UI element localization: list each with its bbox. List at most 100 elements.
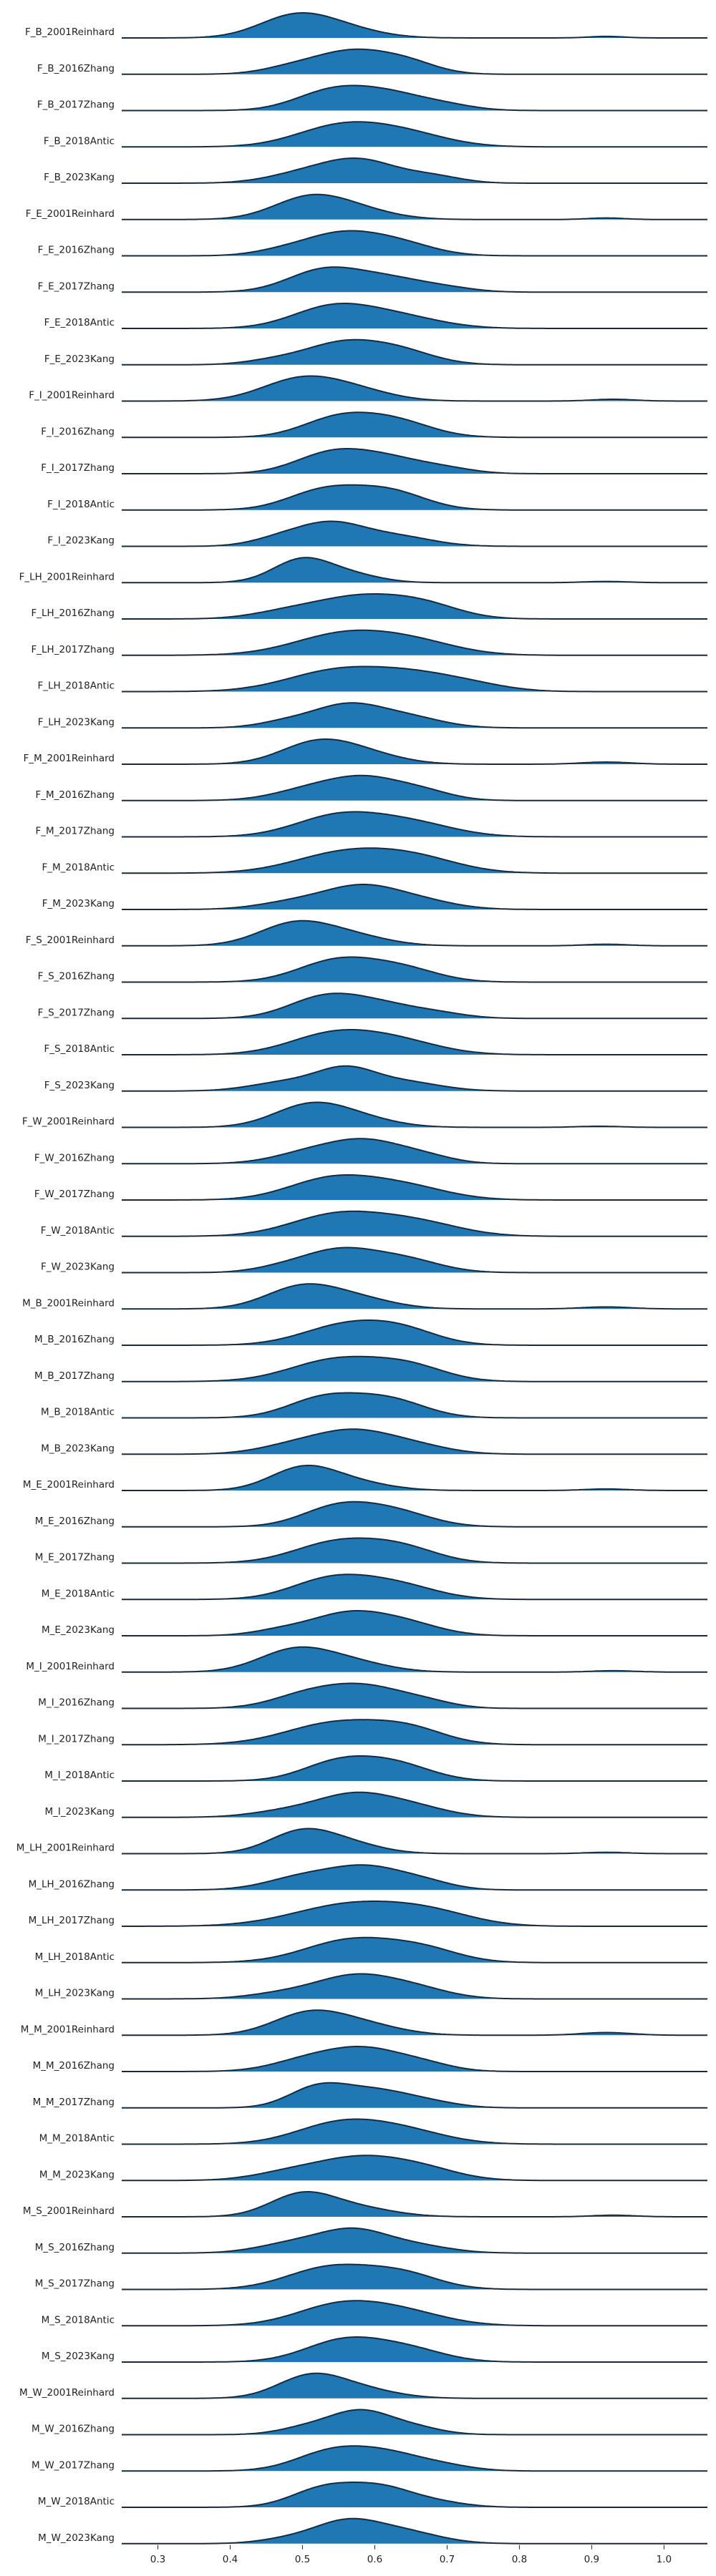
ridge-fill — [122, 2155, 707, 2181]
ridge-M_I_2017Zhang: M_I_2017Zhang — [38, 1719, 707, 1746]
ridge-fill — [122, 1102, 707, 1128]
ridge-F_S_2018Antic: F_S_2018Antic — [44, 1029, 707, 1055]
ridge-M_W_2001Reinhard: M_W_2001Reinhard — [19, 2372, 707, 2399]
ridge-outline — [122, 1537, 707, 1564]
ridge-outline — [122, 1246, 707, 1274]
ridge-M_M_2018Antic: M_M_2018Antic — [39, 2118, 707, 2145]
ridge-outline — [122, 1791, 707, 1818]
ridge-outline — [122, 2155, 707, 2182]
ridge-F_M_2001Reinhard: F_M_2001Reinhard — [24, 738, 707, 765]
ridge-outline — [122, 702, 707, 729]
ridge-fill — [122, 1320, 707, 1345]
ridge-outline — [122, 1355, 707, 1382]
ridge-label: M_W_2023Kang — [38, 2532, 115, 2544]
ridge-F_S_2023Kang: F_S_2023Kang — [44, 1065, 707, 1092]
ridge-fill — [122, 1538, 707, 1563]
ridge-M_LH_2017Zhang: M_LH_2017Zhang — [29, 1901, 707, 1927]
ridge-M_E_2017Zhang: M_E_2017Zhang — [35, 1537, 707, 1564]
ridge-outline — [122, 1283, 707, 1310]
ridge-fill — [122, 449, 707, 474]
ridge-label: F_I_2016Zhang — [41, 426, 115, 437]
ridge-fill — [122, 1792, 707, 1818]
ridge-label: M_LH_2023Kang — [35, 1988, 115, 1999]
ridge-F_E_2018Antic: F_E_2018Antic — [44, 303, 707, 329]
ridge-M_B_2017Zhang: M_B_2017Zhang — [34, 1355, 707, 1382]
ridge-label: F_B_2001Reinhard — [25, 26, 115, 38]
ridge-label: F_E_2016Zhang — [38, 245, 115, 256]
ridge-label: F_M_2018Antic — [42, 862, 115, 873]
ridge-label: F_S_2018Antic — [44, 1043, 115, 1055]
ridge-label: M_B_2017Zhang — [34, 1370, 115, 1382]
ridge-outline — [122, 2372, 707, 2399]
ridge-outline — [122, 1936, 707, 1963]
ridge-F_LH_2016Zhang: F_LH_2016Zhang — [32, 593, 707, 620]
ridge-fill — [122, 1756, 707, 1781]
ridge-M_B_2001Reinhard: M_B_2001Reinhard — [22, 1283, 707, 1310]
ridge-F_S_2001Reinhard: F_S_2001Reinhard — [26, 919, 707, 947]
ridge-fill — [122, 1392, 707, 1418]
ridge-fill — [122, 1719, 707, 1745]
ridge-outline — [122, 375, 707, 402]
ridge-F_I_2001Reinhard: F_I_2001Reinhard — [29, 375, 707, 402]
ridge-outline — [122, 12, 707, 39]
ridge-outline — [122, 2517, 707, 2545]
x-tick-label: 0.5 — [295, 2554, 310, 2565]
ridge-M_B_2016Zhang: M_B_2016Zhang — [34, 1319, 707, 1346]
ridge-label: M_W_2017Zhang — [32, 2459, 115, 2471]
ridge-F_W_2001Reinhard: F_W_2001Reinhard — [22, 1101, 707, 1128]
ridge-F_B_2018Antic: F_B_2018Antic — [44, 121, 707, 148]
ridge-F_B_2001Reinhard: F_B_2001Reinhard — [25, 12, 707, 39]
ridge-outline — [122, 919, 707, 947]
ridge-fill — [122, 1429, 707, 1455]
ridge-F_M_2023Kang: F_M_2023Kang — [42, 884, 707, 910]
x-tick-label: 0.7 — [440, 2554, 455, 2565]
ridge-label: M_I_2017Zhang — [38, 1733, 115, 1745]
ridge-fill — [122, 630, 707, 655]
ridge-F_I_2023Kang: F_I_2023Kang — [47, 520, 707, 547]
ridge-outline — [122, 992, 707, 1020]
ridge-outline — [122, 774, 707, 801]
ridge-label: M_M_2017Zhang — [33, 2097, 115, 2108]
ridge-outline — [122, 1501, 707, 1528]
ridge-F_I_2016Zhang: F_I_2016Zhang — [41, 411, 707, 439]
ridge-fill — [122, 1501, 707, 1527]
ridge-outline — [122, 847, 707, 874]
ridge-fill — [122, 1284, 707, 1309]
ridge-fill — [122, 1683, 707, 1709]
ridge-fill — [122, 85, 707, 111]
ridge-F_LH_2017Zhang: F_LH_2017Zhang — [32, 629, 707, 656]
ridge-outline — [122, 157, 707, 184]
ridge-outline — [122, 84, 707, 112]
ridge-outline — [122, 2082, 707, 2109]
ridge-M_LH_2018Antic: M_LH_2018Antic — [35, 1936, 707, 1963]
ridge-label: M_E_2017Zhang — [35, 1552, 115, 1563]
ridge-label: M_LH_2018Antic — [35, 1951, 115, 1963]
ridge-label: F_LH_2018Antic — [37, 680, 115, 692]
ridge-fill — [122, 2446, 707, 2472]
ridge-label: M_M_2001Reinhard — [21, 2024, 115, 2035]
ridge-outline — [122, 303, 707, 329]
x-tick-label: 0.4 — [223, 2554, 238, 2565]
ridge-fill — [122, 884, 707, 909]
ridge-fill — [122, 775, 707, 801]
ridge-fill — [122, 13, 707, 38]
ridge-label: F_I_2017Zhang — [41, 462, 115, 474]
ridge-outline — [122, 738, 707, 765]
ridge-label: F_S_2001Reinhard — [26, 935, 115, 946]
ridge-outline — [122, 266, 707, 293]
ridge-outline — [122, 1901, 707, 1927]
ridge-outline — [122, 1138, 707, 1165]
ridge-F_I_2017Zhang: F_I_2017Zhang — [41, 448, 707, 474]
ridge-fill — [122, 1937, 707, 1963]
ridge-outline — [122, 1465, 707, 1491]
ridge-label: F_E_2001Reinhard — [26, 208, 115, 220]
ridge-label: F_M_2001Reinhard — [24, 753, 115, 764]
ridge-label: F_B_2017Zhang — [37, 99, 115, 111]
ridge-label: F_B_2023Kang — [44, 172, 115, 183]
ridge-outline — [122, 484, 707, 511]
ridge-label: M_LH_2017Zhang — [29, 1915, 115, 1926]
ridge-F_W_2017Zhang: F_W_2017Zhang — [34, 1174, 707, 1201]
ridge-M_I_2018Antic: M_I_2018Antic — [44, 1755, 707, 1782]
ridge-label: M_W_2001Reinhard — [19, 2387, 115, 2399]
